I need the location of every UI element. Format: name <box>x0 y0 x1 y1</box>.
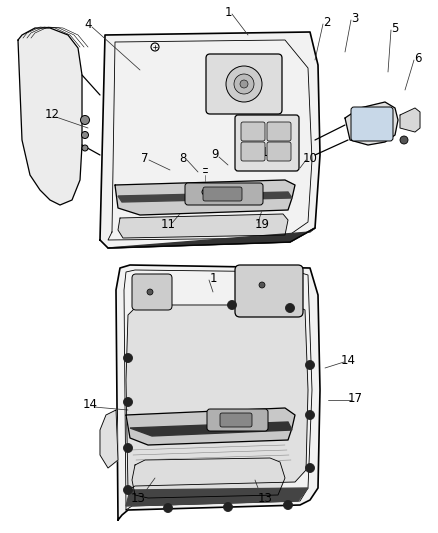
Circle shape <box>81 116 89 125</box>
Circle shape <box>305 410 314 419</box>
Polygon shape <box>132 458 285 498</box>
Circle shape <box>227 301 237 310</box>
Polygon shape <box>126 488 308 506</box>
Polygon shape <box>130 422 292 436</box>
FancyBboxPatch shape <box>207 409 268 431</box>
Text: 13: 13 <box>258 491 272 505</box>
FancyBboxPatch shape <box>132 274 172 310</box>
Text: 1: 1 <box>224 5 232 19</box>
Text: 17: 17 <box>347 392 363 405</box>
FancyBboxPatch shape <box>185 183 263 205</box>
Text: 2: 2 <box>323 15 331 28</box>
Text: 13: 13 <box>131 491 145 505</box>
Circle shape <box>163 504 173 513</box>
FancyBboxPatch shape <box>235 265 303 317</box>
Text: 12: 12 <box>45 109 60 122</box>
Text: 3: 3 <box>351 12 359 25</box>
Circle shape <box>305 360 314 369</box>
Polygon shape <box>118 192 292 202</box>
Circle shape <box>286 303 294 312</box>
Text: 1: 1 <box>209 271 217 285</box>
Circle shape <box>147 289 153 295</box>
FancyBboxPatch shape <box>241 122 265 141</box>
Circle shape <box>223 503 233 512</box>
Polygon shape <box>345 102 398 145</box>
Polygon shape <box>118 214 288 238</box>
FancyBboxPatch shape <box>241 142 265 161</box>
Text: 8: 8 <box>179 151 187 165</box>
Circle shape <box>400 136 408 144</box>
Polygon shape <box>116 265 320 520</box>
Text: 4: 4 <box>84 19 92 31</box>
Circle shape <box>259 282 265 288</box>
Text: 11: 11 <box>160 219 176 231</box>
Polygon shape <box>400 108 420 132</box>
FancyBboxPatch shape <box>267 122 291 141</box>
FancyBboxPatch shape <box>220 413 252 427</box>
FancyBboxPatch shape <box>206 54 282 114</box>
Text: 14: 14 <box>340 353 356 367</box>
Polygon shape <box>100 410 118 468</box>
Polygon shape <box>126 305 308 490</box>
Circle shape <box>124 398 133 407</box>
FancyBboxPatch shape <box>267 142 291 161</box>
Text: 10: 10 <box>303 151 318 165</box>
Text: 9: 9 <box>211 149 219 161</box>
Circle shape <box>124 353 133 362</box>
Text: 7: 7 <box>141 151 149 165</box>
Polygon shape <box>100 32 320 248</box>
FancyBboxPatch shape <box>235 115 299 171</box>
Text: 12: 12 <box>261 146 276 158</box>
Circle shape <box>240 80 248 88</box>
Text: 19: 19 <box>254 219 269 231</box>
Text: 14: 14 <box>82 399 98 411</box>
Text: 5: 5 <box>391 21 399 35</box>
Polygon shape <box>108 228 315 248</box>
Text: 6: 6 <box>414 52 422 64</box>
Polygon shape <box>115 180 295 215</box>
Circle shape <box>81 132 88 139</box>
FancyBboxPatch shape <box>351 107 393 141</box>
Circle shape <box>82 145 88 151</box>
Circle shape <box>226 66 262 102</box>
Circle shape <box>283 500 293 510</box>
Circle shape <box>124 443 133 453</box>
Polygon shape <box>18 28 82 205</box>
Polygon shape <box>126 408 295 445</box>
Circle shape <box>234 74 254 94</box>
Circle shape <box>305 464 314 472</box>
Circle shape <box>124 486 133 495</box>
FancyBboxPatch shape <box>203 187 242 201</box>
